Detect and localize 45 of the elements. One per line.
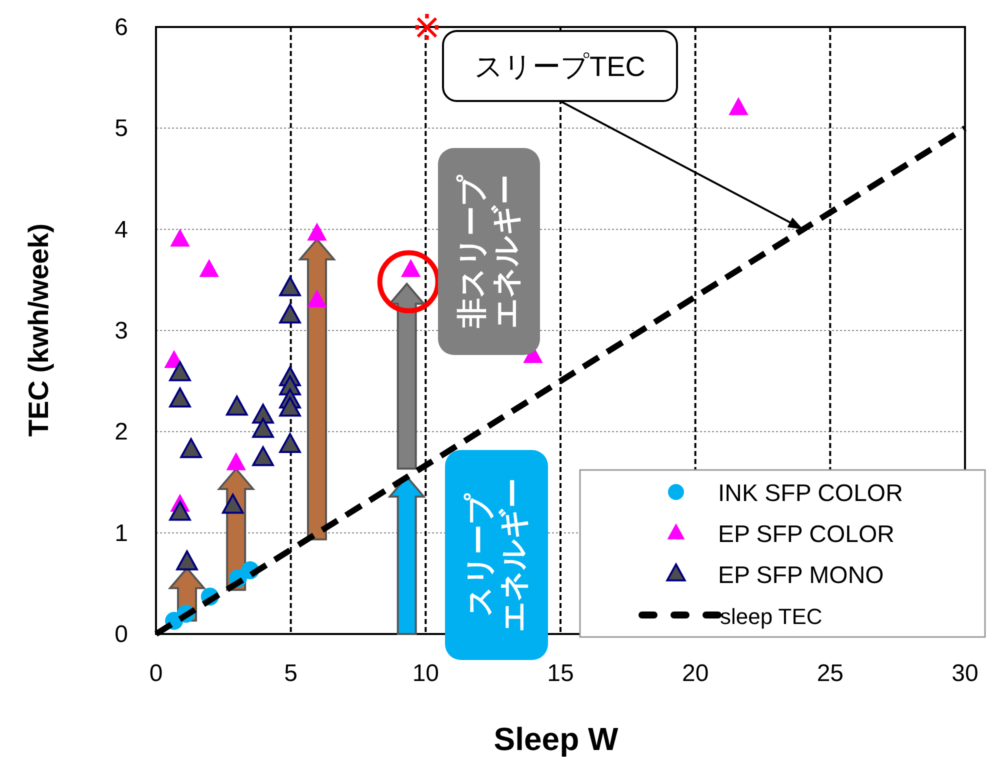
point: [226, 396, 248, 416]
annotation: スリープ: [464, 494, 496, 616]
y-tick-label: 1: [114, 520, 128, 547]
point: [279, 276, 301, 296]
x-tick-label: 20: [682, 660, 709, 687]
point: [252, 446, 274, 466]
y-tick-label: 4: [114, 216, 128, 244]
x-tick-label: 0: [149, 660, 163, 687]
point: [169, 500, 191, 521]
x-tick-label: 10: [412, 660, 440, 687]
annotation: 非スリープ: [456, 175, 489, 328]
point: [180, 438, 202, 458]
point: [169, 361, 191, 382]
y-tick-label: 2: [114, 418, 128, 446]
y-tick-label: 3: [114, 318, 128, 344]
point: [170, 228, 190, 247]
point: [279, 396, 301, 417]
y-tick-label: 0: [114, 621, 128, 648]
y-tick-label: 5: [114, 115, 128, 142]
y-axis-title: TEC (kwh/week): [23, 223, 54, 437]
annotation: エネルギー: [490, 174, 523, 328]
point: [279, 304, 301, 324]
legend-label: sleep TEC: [720, 604, 822, 629]
point: [307, 222, 327, 241]
y-tick-label: 6: [114, 14, 128, 41]
point: [400, 259, 421, 277]
point: [728, 97, 748, 116]
annotation: エネルギー: [498, 478, 530, 632]
point: [176, 550, 198, 570]
point: [169, 387, 191, 408]
x-tick-label: 30: [952, 660, 978, 687]
legend-label: INK SFP COLOR: [718, 480, 903, 507]
x-tick-label: 25: [816, 660, 844, 687]
legend-label: EP SFP MONO: [718, 562, 884, 589]
point: [199, 259, 220, 277]
x-tick-label: 5: [284, 660, 298, 687]
point: [279, 433, 301, 454]
x-tick-label: 15: [547, 660, 574, 687]
point: [222, 494, 244, 514]
legend-label: EP SFP COLOR: [718, 521, 895, 548]
point: [307, 289, 327, 308]
annotation: スリープTEC: [474, 51, 646, 82]
x-axis-title: Sleep W: [494, 721, 620, 757]
point: [252, 418, 274, 438]
point: [226, 452, 246, 470]
